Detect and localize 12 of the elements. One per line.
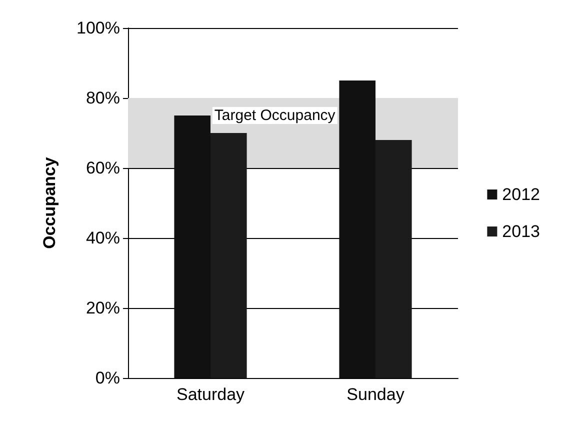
y-axis-title: Occupancy [40, 156, 59, 249]
y-tick-label: 60% [86, 158, 120, 178]
y-tick-label: 20% [86, 298, 120, 318]
x-tick-label: Sunday [346, 385, 405, 404]
band-label: Target Occupancy [214, 107, 336, 124]
y-tick-label: 40% [86, 228, 120, 248]
legend-label: 2013 [502, 222, 540, 241]
legend-label: 2012 [502, 185, 540, 204]
y-tick-label: 80% [86, 88, 120, 108]
y-tick-label: 0% [95, 368, 120, 388]
x-tick-label: Saturday [176, 385, 246, 404]
y-tick-label: 100% [76, 18, 120, 38]
